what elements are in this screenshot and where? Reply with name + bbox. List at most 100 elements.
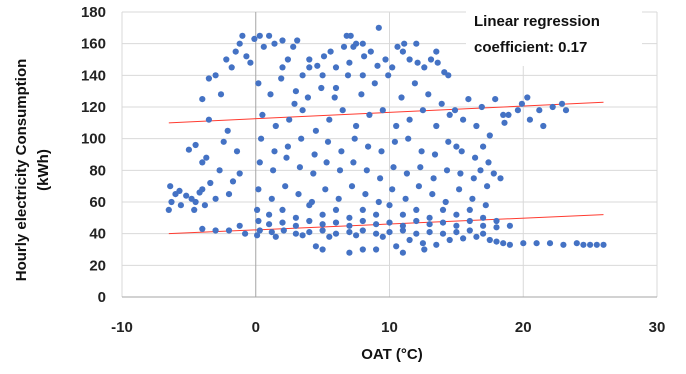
data-point — [217, 91, 225, 98]
data-point — [292, 222, 299, 229]
data-point — [466, 227, 473, 234]
data-point — [225, 191, 233, 198]
data-point — [359, 72, 366, 79]
data-point — [319, 227, 326, 234]
data-point — [425, 91, 432, 98]
data-point — [332, 84, 340, 92]
data-point — [393, 243, 400, 250]
y-tick-label: 40 — [89, 226, 106, 243]
data-point — [446, 236, 453, 244]
trendline — [168, 214, 604, 235]
data-point — [212, 227, 219, 234]
data-point — [292, 230, 299, 237]
data-point — [359, 206, 366, 213]
data-point — [421, 246, 428, 253]
data-point — [233, 148, 241, 155]
data-point — [377, 175, 384, 182]
data-point — [320, 53, 328, 60]
data-point — [486, 132, 493, 139]
data-point — [335, 195, 342, 202]
data-point — [406, 56, 413, 63]
data-point — [239, 32, 246, 39]
data-point — [514, 107, 522, 114]
data-point — [220, 138, 227, 145]
data-point — [493, 224, 500, 231]
data-point — [192, 198, 199, 206]
data-point — [358, 91, 365, 98]
data-point — [429, 191, 436, 198]
y-tick-label: 20 — [89, 257, 106, 274]
data-point — [299, 232, 306, 239]
data-point — [322, 186, 329, 193]
data-point — [266, 221, 273, 228]
y-axis-title-line-2: (kWh) — [35, 149, 52, 191]
data-point — [524, 94, 531, 101]
data-point — [445, 72, 452, 79]
data-point — [228, 64, 235, 71]
data-point — [242, 230, 249, 237]
data-point — [418, 148, 425, 155]
data-point — [319, 246, 326, 253]
data-point — [256, 159, 263, 166]
y-tick-label: 140 — [81, 67, 106, 84]
data-point — [518, 100, 526, 107]
data-point — [466, 217, 473, 225]
data-point — [419, 240, 426, 247]
data-point — [292, 214, 299, 221]
data-point — [406, 116, 413, 123]
data-point — [405, 135, 412, 142]
data-point — [505, 111, 512, 118]
data-point — [284, 56, 291, 63]
data-point — [229, 178, 237, 185]
data-point — [379, 233, 386, 240]
data-point — [205, 116, 212, 123]
data-point — [373, 211, 380, 218]
data-point — [350, 43, 357, 50]
data-point — [413, 230, 420, 237]
data-point — [291, 100, 298, 107]
data-point — [593, 241, 600, 248]
y-axis-title-line-1: Hourly electricity Consumption — [13, 59, 30, 282]
data-point — [318, 84, 325, 92]
data-point — [473, 233, 480, 240]
data-point — [256, 227, 263, 234]
data-point — [493, 217, 500, 225]
data-point — [267, 91, 274, 98]
data-point — [272, 233, 279, 240]
data-point — [279, 219, 286, 226]
data-point — [443, 167, 451, 174]
data-point — [203, 154, 210, 161]
data-point — [430, 175, 437, 182]
data-point — [417, 164, 424, 171]
data-point — [484, 183, 491, 190]
data-point — [254, 232, 261, 239]
data-point — [492, 96, 499, 103]
data-point — [338, 148, 345, 155]
data-point — [411, 80, 418, 87]
trendline — [168, 101, 604, 124]
data-point — [389, 186, 396, 193]
data-point — [292, 88, 299, 95]
data-point — [351, 135, 358, 142]
data-point — [254, 206, 261, 213]
data-point — [319, 211, 326, 218]
data-point — [236, 40, 243, 47]
data-point — [294, 37, 301, 44]
data-point — [201, 202, 208, 209]
data-point — [247, 59, 254, 66]
data-point — [310, 170, 317, 177]
y-tick-label: 60 — [89, 194, 106, 211]
data-point — [332, 219, 340, 226]
data-point — [421, 64, 428, 71]
data-point — [457, 170, 464, 177]
data-point — [465, 96, 472, 103]
data-point — [399, 227, 406, 234]
data-point — [251, 35, 258, 43]
data-point — [558, 100, 566, 107]
data-point — [176, 187, 183, 194]
data-point — [375, 24, 382, 31]
data-point — [419, 107, 426, 114]
data-point — [199, 96, 206, 103]
data-point — [296, 164, 303, 171]
